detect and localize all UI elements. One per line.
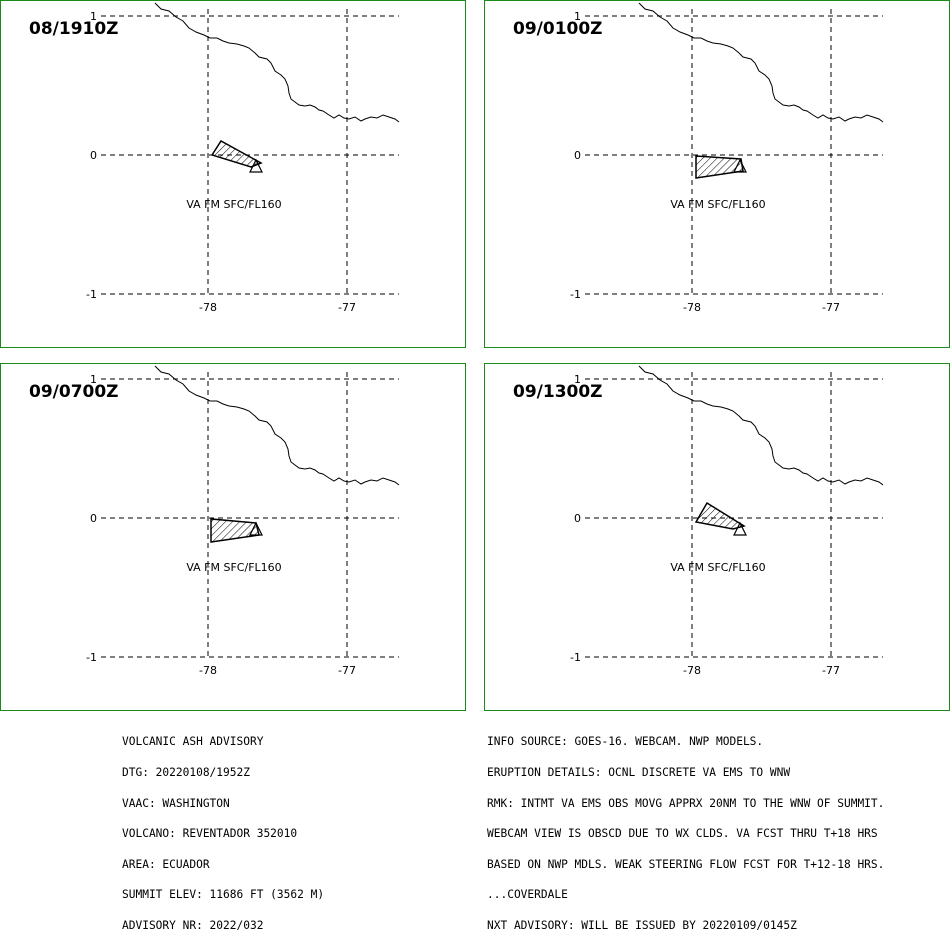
coastline <box>154 365 400 486</box>
advisory-line: VAAC: WASHINGTON <box>122 796 230 810</box>
advisory-line: VOLCANIC ASH ADVISORY <box>122 735 264 749</box>
lat-tick-label: -1 <box>86 288 97 301</box>
advisory-line: SUMMIT ELEV: 11686 FT (3562 M) <box>122 888 325 902</box>
advisory-line: ADVISORY NR: 2022/032 <box>122 918 264 932</box>
lat-tick-label: 1 <box>90 373 97 386</box>
map-panel-4: 1 0 -1 -78 -77 VA FM SFC/FL160 09/1300Z <box>484 363 950 711</box>
lat-tick-label: 1 <box>574 373 581 386</box>
advisory-line: INFO SOURCE: GOES-16. WEBCAM. NWP MODELS… <box>487 735 764 749</box>
lat-tick-label: 0 <box>574 149 581 162</box>
advisory-line: VOLCANO: REVENTADOR 352010 <box>122 827 298 841</box>
va-level-label: VA FM SFC/FL160 <box>670 561 765 574</box>
lon-tick-label: -77 <box>338 301 356 314</box>
map-svg: 1 0 -1 -78 -77 VA FM SFC/FL160 <box>570 365 884 677</box>
lat-tick-label: 1 <box>90 10 97 23</box>
panel-time-label: 08/1910Z <box>29 19 119 39</box>
va-level-label: VA FM SFC/FL160 <box>186 198 281 211</box>
lon-tick-label: -78 <box>199 301 217 314</box>
advisory-line: ERUPTION DETAILS: OCNL DISCRETE VA EMS T… <box>487 766 791 779</box>
map-panel-1: 1 0 -1 -78 -77 VA FM SFC/FL160 08/1910Z <box>0 0 466 348</box>
volcano-icon <box>733 521 747 536</box>
map-panel-2: 1 0 -1 -78 -77 VA FM SFC/FL160 09/0100Z <box>484 0 950 348</box>
ash-cloud-polygon <box>694 501 746 530</box>
volcano-icon <box>249 521 263 536</box>
lat-tick-label: -1 <box>570 651 581 664</box>
va-level-label: VA FM SFC/FL160 <box>186 561 281 574</box>
map-svg: 1 0 -1 -78 -77 VA FM SFC/FL160 <box>86 365 400 677</box>
advisory-line: AREA: ECUADOR <box>122 857 210 871</box>
lat-tick-label: 0 <box>90 512 97 525</box>
lat-tick-label: 0 <box>90 149 97 162</box>
coastline <box>638 2 884 123</box>
volcano-icon <box>733 158 747 173</box>
panel-time-label: 09/1300Z <box>513 382 603 402</box>
ash-cloud-polygon <box>210 140 263 168</box>
lon-tick-label: -78 <box>683 301 701 314</box>
lon-tick-label: -78 <box>199 664 217 677</box>
coastline <box>154 2 400 123</box>
lon-tick-label: -77 <box>822 301 840 314</box>
lat-tick-label: 0 <box>574 512 581 525</box>
lon-tick-label: -77 <box>338 664 356 677</box>
panel-time-label: 09/0100Z <box>513 19 603 39</box>
advisory-line: RMK: INTMT VA EMS OBS MOVG APPRX 20NM TO… <box>487 796 885 810</box>
volcano-icon <box>249 158 263 173</box>
map-panel-3: 1 0 -1 -78 -77 VA FM SFC/FL160 09/0700Z <box>0 363 466 711</box>
advisory-left-text: VOLCANIC ASH ADVISORY DTG: 20220108/1952… <box>122 717 324 941</box>
map-svg: 1 0 -1 -78 -77 VA FM SFC/FL160 <box>86 2 400 314</box>
map-svg: 1 0 -1 -78 -77 VA FM SFC/FL160 <box>570 2 884 314</box>
coastline <box>638 365 884 486</box>
lon-tick-label: -77 <box>822 664 840 677</box>
advisory-line: BASED ON NWP MDLS. WEAK STEERING FLOW FC… <box>487 857 885 871</box>
advisory-line: DTG: 20220108/1952Z <box>122 766 250 779</box>
advisory-line: NXT ADVISORY: WILL BE ISSUED BY 20220109… <box>487 918 797 932</box>
advisory-line: WEBCAM VIEW IS OBSCD DUE TO WX CLDS. VA … <box>487 827 878 841</box>
panel-time-label: 09/0700Z <box>29 382 119 402</box>
lat-tick-label: 1 <box>574 10 581 23</box>
lat-tick-label: -1 <box>86 651 97 664</box>
advisory-right-text: INFO SOURCE: GOES-16. WEBCAM. NWP MODELS… <box>487 717 884 941</box>
lon-tick-label: -78 <box>683 664 701 677</box>
va-level-label: VA FM SFC/FL160 <box>670 198 765 211</box>
advisory-line: ...COVERDALE <box>487 888 568 902</box>
lat-tick-label: -1 <box>570 288 581 301</box>
ash-cloud-polygon <box>695 155 744 179</box>
